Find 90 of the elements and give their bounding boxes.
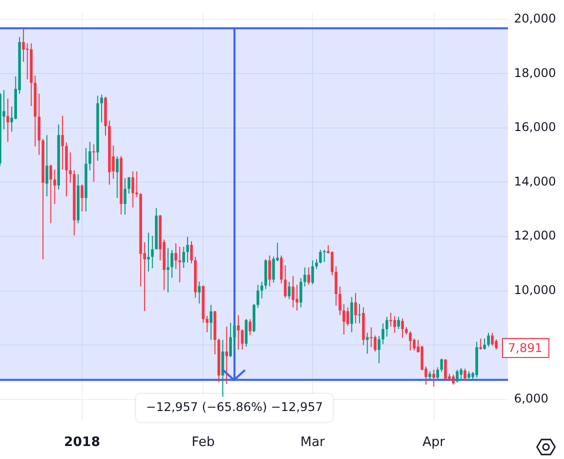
annotation: −12,957 (−65.86%) −12,957 xyxy=(146,400,323,414)
candlestick xyxy=(174,242,178,270)
candlestick xyxy=(397,316,400,330)
y-tick-label: 12,000 xyxy=(514,228,556,243)
candlestick xyxy=(46,134,48,197)
candlestick xyxy=(300,278,302,308)
y-tick-label: 6,000 xyxy=(514,391,548,406)
candlestick xyxy=(330,250,334,276)
candlestick xyxy=(186,236,189,264)
candlestick xyxy=(248,318,252,336)
candlestick xyxy=(370,326,373,348)
candlestick xyxy=(256,284,260,308)
candlestick xyxy=(190,240,193,264)
candlestick xyxy=(487,332,490,348)
candlestick xyxy=(182,246,186,268)
candlestick xyxy=(272,256,275,284)
candlestick xyxy=(131,170,134,208)
candlestick xyxy=(338,286,342,316)
candlestick xyxy=(483,338,486,350)
candlestick xyxy=(22,28,25,62)
candlestick xyxy=(206,316,208,333)
candlestick xyxy=(354,292,357,324)
candlestick xyxy=(334,266,338,306)
candlestick xyxy=(147,232,150,272)
candlestick xyxy=(53,168,56,204)
candlestick xyxy=(452,374,455,386)
candlestick xyxy=(382,322,384,345)
annotation: 7,891 xyxy=(508,341,542,356)
candlestick xyxy=(460,368,462,380)
candlestick xyxy=(198,281,201,304)
candlestick xyxy=(350,296,354,333)
candlestick xyxy=(464,368,466,382)
candlestick xyxy=(80,184,84,212)
candlestick xyxy=(385,316,388,338)
candlestick xyxy=(237,314,240,350)
candlestick xyxy=(436,366,440,380)
x-tick-label: Apr xyxy=(422,435,446,450)
candlestick xyxy=(88,141,92,171)
candlestick xyxy=(280,254,283,284)
candlestick xyxy=(358,304,361,324)
candlestick xyxy=(440,358,443,372)
candlestick xyxy=(225,326,228,385)
y-tick-label: 20,000 xyxy=(514,12,556,26)
candlestick xyxy=(374,335,377,352)
candlestick xyxy=(170,250,174,278)
candlestick xyxy=(26,42,29,80)
candlestick xyxy=(151,235,154,269)
candlestick xyxy=(303,266,306,287)
y-tick-label: 18,000 xyxy=(514,66,556,80)
candlestick xyxy=(378,336,380,364)
candlestick xyxy=(346,306,350,326)
y-tick-label: 16,000 xyxy=(514,120,556,134)
candlestick xyxy=(292,276,294,308)
candlestick xyxy=(366,332,369,354)
candlestick xyxy=(6,98,10,142)
candlestick xyxy=(210,304,212,340)
candlestick xyxy=(166,248,170,293)
candlestick xyxy=(479,338,482,350)
candlestick xyxy=(38,93,40,156)
candlestick xyxy=(240,328,244,350)
candlestick xyxy=(61,115,64,170)
candlestick xyxy=(319,249,322,264)
candlestick xyxy=(260,281,264,299)
candlestick xyxy=(178,246,182,283)
y-tick-label: 10,000 xyxy=(514,282,556,297)
candlestick xyxy=(494,338,498,350)
candlestick xyxy=(393,316,396,334)
candlestick xyxy=(296,284,298,312)
candlestick xyxy=(456,369,459,383)
candlestick xyxy=(268,254,271,287)
candlestick xyxy=(49,164,52,224)
x-tick-label: 2018 xyxy=(64,435,100,450)
candlestick xyxy=(315,258,318,270)
candlestick xyxy=(233,323,236,352)
candlestick xyxy=(116,156,119,198)
candlestick xyxy=(229,322,232,358)
candlestick xyxy=(128,176,130,194)
candlestick xyxy=(311,260,314,285)
candlestick xyxy=(342,304,346,335)
candlestick xyxy=(244,318,248,348)
candlestick xyxy=(322,249,326,263)
x-tick-label: Feb xyxy=(192,435,215,450)
candlestick xyxy=(100,94,103,124)
y-tick-label: 14,000 xyxy=(514,174,556,188)
candlestick xyxy=(124,178,126,216)
candlestick xyxy=(444,358,447,380)
candlestick xyxy=(401,318,404,338)
candlestick xyxy=(408,330,412,351)
candlestick xyxy=(284,264,287,298)
x-tick-label: Mar xyxy=(300,435,326,450)
